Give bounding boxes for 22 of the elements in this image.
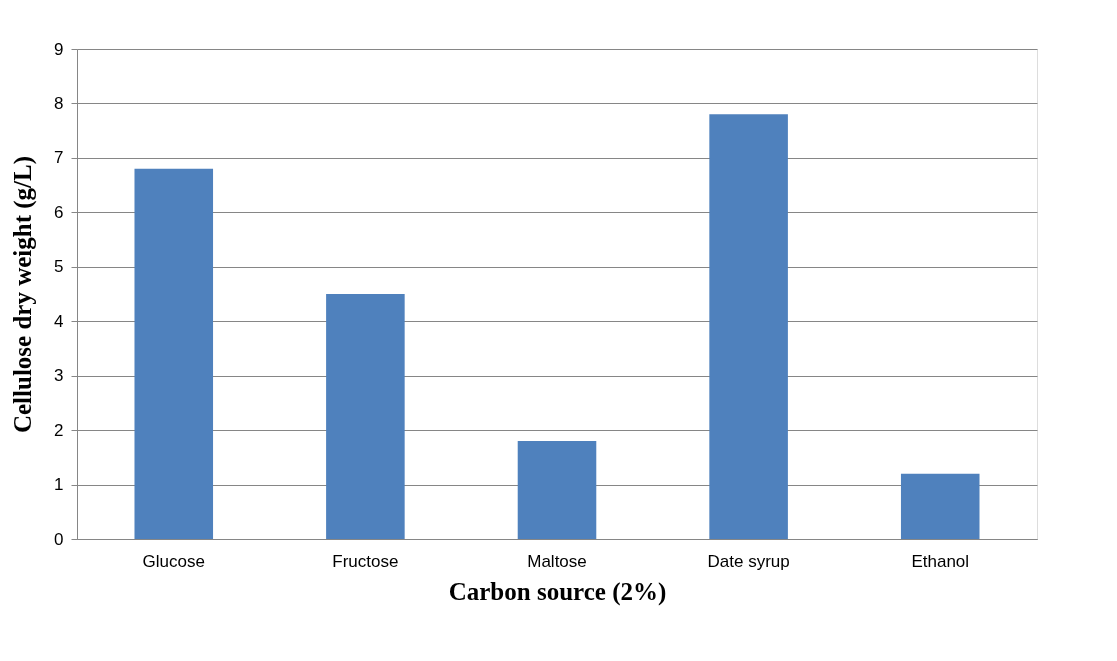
y-tick-label: 5 [54,257,64,277]
y-tick-label: 3 [54,366,64,386]
bar [134,168,214,539]
y-tick-label: 9 [54,39,64,59]
bar [709,114,788,539]
x-tick-label: Maltose [527,551,587,571]
y-tick-label: 2 [54,420,64,440]
bar [326,294,405,539]
y-axis-title: Cellulose dry weight (g/L) [9,155,38,434]
x-axis-title: Carbon source (2%) [448,577,667,606]
x-tick-label: Date syrup [707,551,790,571]
x-tick-label: Ethanol [911,551,970,571]
x-tick-label: Fructose [332,551,399,571]
x-tick-label: Glucose [142,551,205,571]
y-tick-label: 6 [54,202,64,222]
y-tick-label: 7 [54,148,64,168]
y-tick-label: 8 [54,93,64,113]
y-tick-label: 4 [54,311,64,331]
bar [900,473,980,539]
y-tick-label: 1 [54,475,64,495]
y-tick-label: 0 [54,529,64,549]
bar [517,441,597,539]
